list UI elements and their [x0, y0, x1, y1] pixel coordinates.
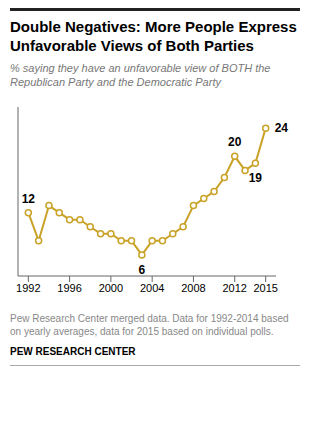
svg-text:1996: 1996: [57, 282, 81, 294]
html-text:% saying they have an unfavora: % saying they have an unfavorable view o…: [10, 62, 271, 88]
svg-text:6: 6: [138, 263, 145, 277]
html-text:Double Negatives: More People: Double Negatives: More People Express Un…: [10, 18, 297, 54]
svg-text:2015: 2015: [253, 282, 277, 294]
svg-text:20: 20: [228, 135, 242, 149]
svg-text:12: 12: [22, 192, 36, 206]
svg-text:19: 19: [249, 171, 263, 185]
html-text:Pew Research Center merged dat: Pew Research Center merged data. Data fo…: [10, 313, 289, 337]
svg-text:1992: 1992: [16, 282, 40, 294]
svg-text:24: 24: [275, 121, 289, 135]
svg-text:2000: 2000: [99, 282, 123, 294]
svg-text:2012: 2012: [222, 282, 246, 294]
html-text:PEW RESEARCH CENTER: PEW RESEARCH CENTER: [10, 346, 136, 357]
svg-text:2008: 2008: [181, 282, 205, 294]
svg-text:2004: 2004: [140, 282, 164, 294]
